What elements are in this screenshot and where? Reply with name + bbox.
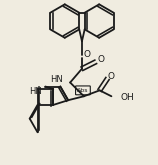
Text: OH: OH <box>120 93 134 102</box>
Text: HN: HN <box>29 87 41 96</box>
Text: HN: HN <box>51 75 63 84</box>
Text: Abs: Abs <box>77 88 89 93</box>
Text: O: O <box>83 50 90 59</box>
Text: O: O <box>108 72 115 81</box>
FancyBboxPatch shape <box>76 86 90 95</box>
Text: O: O <box>97 55 104 64</box>
